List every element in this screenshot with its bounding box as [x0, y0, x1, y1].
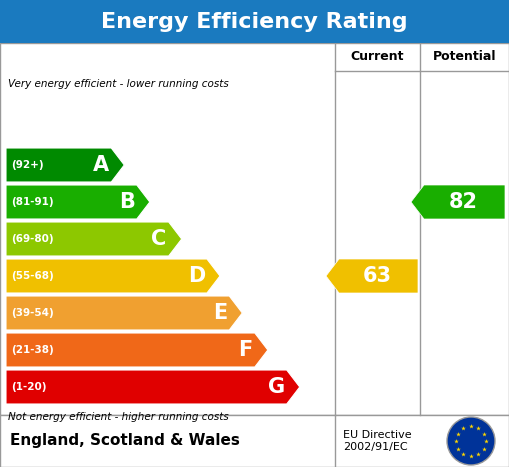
Text: B: B — [119, 192, 135, 212]
Text: (39-54): (39-54) — [11, 308, 54, 318]
Polygon shape — [326, 259, 418, 293]
Bar — [0, 43, 509, 415]
Polygon shape — [6, 185, 150, 219]
Text: Not energy efficient - higher running costs: Not energy efficient - higher running co… — [8, 412, 229, 422]
Text: Very energy efficient - lower running costs: Very energy efficient - lower running co… — [8, 79, 229, 89]
Text: 82: 82 — [448, 192, 477, 212]
Bar — [0, 415, 509, 467]
Text: G: G — [268, 377, 285, 397]
Polygon shape — [6, 222, 182, 256]
Text: F: F — [239, 340, 253, 360]
Text: Potential: Potential — [433, 50, 496, 64]
Text: E: E — [213, 303, 228, 323]
Circle shape — [447, 417, 495, 465]
Text: EU Directive
2002/91/EC: EU Directive 2002/91/EC — [343, 430, 412, 452]
Text: D: D — [188, 266, 205, 286]
Text: Energy Efficiency Rating: Energy Efficiency Rating — [101, 12, 408, 31]
Polygon shape — [6, 148, 124, 182]
Bar — [0, 0, 509, 43]
Text: (21-38): (21-38) — [11, 345, 54, 355]
Text: England, Scotland & Wales: England, Scotland & Wales — [10, 433, 240, 448]
Polygon shape — [6, 259, 220, 293]
Text: A: A — [93, 155, 109, 175]
Text: (92+): (92+) — [11, 160, 44, 170]
Polygon shape — [6, 333, 268, 367]
Polygon shape — [411, 185, 505, 219]
Text: (55-68): (55-68) — [11, 271, 54, 281]
Text: C: C — [152, 229, 166, 249]
Polygon shape — [6, 296, 242, 330]
Text: Current: Current — [351, 50, 404, 64]
Text: (81-91): (81-91) — [11, 197, 53, 207]
Text: (69-80): (69-80) — [11, 234, 53, 244]
Text: (1-20): (1-20) — [11, 382, 46, 392]
Text: 63: 63 — [362, 266, 391, 286]
Polygon shape — [6, 370, 300, 404]
